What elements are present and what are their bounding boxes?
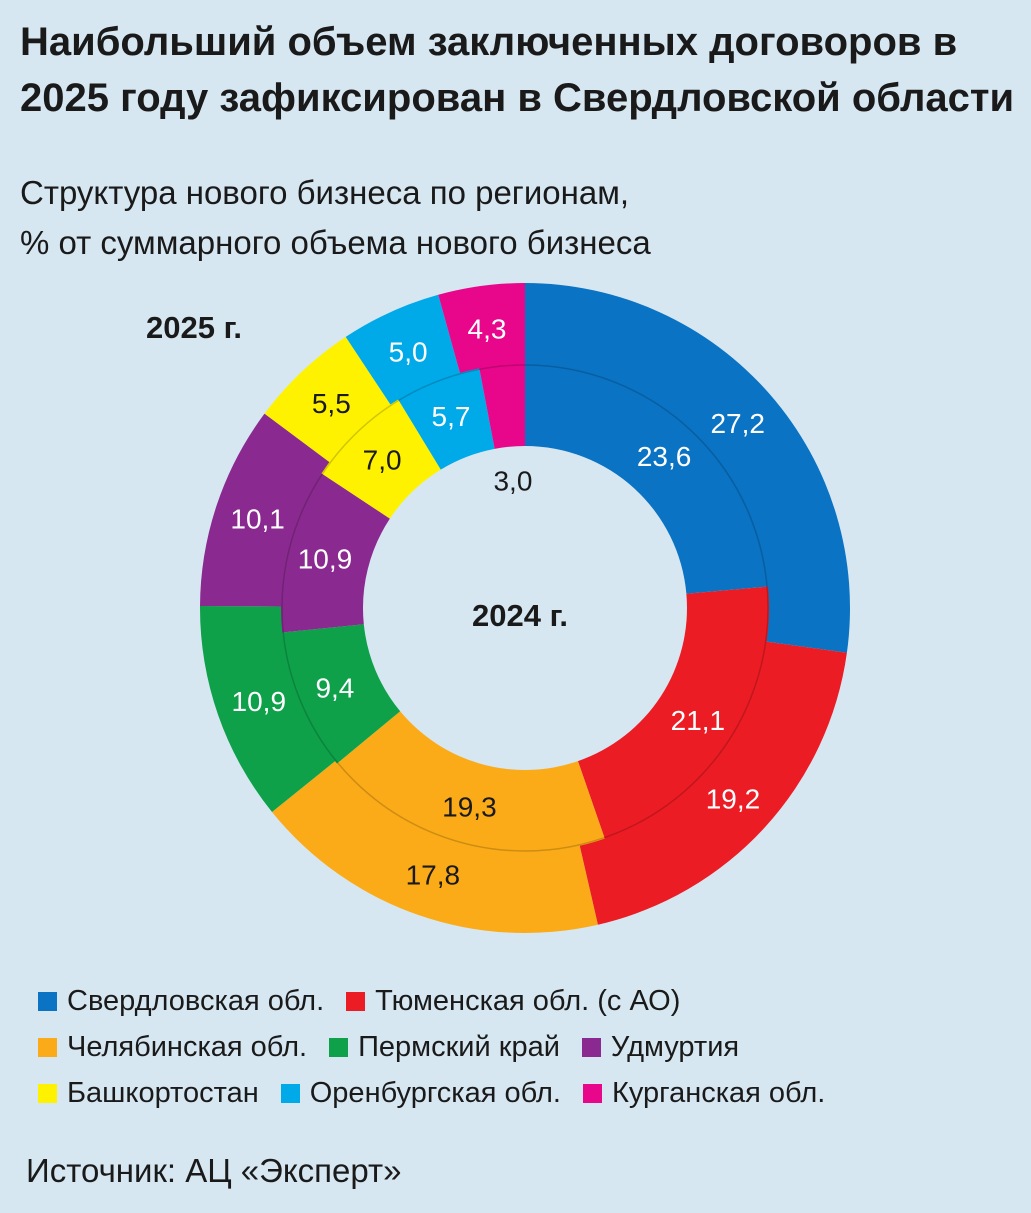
value-label-2024-1: 21,1 <box>671 705 726 736</box>
legend-label-udmurtia: Удмуртия <box>610 1030 740 1063</box>
value-label-2025-1: 19,2 <box>706 783 761 814</box>
legend-row-1: Свердловская обл. Тюменская обл. (с АО) <box>38 978 1018 1024</box>
legend-row-2: Челябинская обл. Пермский край Удмуртия <box>38 1024 1018 1070</box>
slice-2025-3 <box>199 605 337 812</box>
donut-chart: 27,2 19,2 17,8 10,9 10,1 5,5 5,0 4,3 23,6 21,1 19,… <box>199 283 850 933</box>
inner-ring-year-label: 2024 г. <box>472 598 568 633</box>
slice-2025-0 <box>525 283 850 653</box>
value-label-2024-2: 19,3 <box>442 791 497 822</box>
slice-2025-2 <box>271 759 598 933</box>
chart-subtitle: Структура нового бизнеса по регионам, % … <box>20 168 1020 268</box>
legend-item-kurgan: Курганская обл. <box>582 1076 826 1110</box>
value-label-2024-7: 3,0 <box>493 466 532 497</box>
slice-2024-5 <box>321 399 441 519</box>
subtitle-line-2: % от суммарного объема нового бизнеса <box>20 224 651 261</box>
value-label-2025-4: 10,1 <box>230 503 285 534</box>
legend-label-chelyabinsk: Челябинская обл. <box>67 1030 308 1063</box>
slice-2025-6 <box>345 294 461 407</box>
legend-swatch-kurgan <box>582 1083 602 1103</box>
slice-2025-7 <box>438 283 525 375</box>
legend-row-3: Башкортостан Оренбургская обл. Курганска… <box>38 1070 1018 1116</box>
value-labels: 27,2 19,2 17,8 10,9 10,1 5,5 5,0 4,3 23,6 21,1 19,… <box>230 314 765 891</box>
slice-2024-2 <box>336 711 605 852</box>
inner-ring-2024 <box>281 364 769 852</box>
legend-item-orenburg: Оренбургская обл. <box>280 1076 561 1110</box>
legend-item-perm: Пермский край <box>329 1031 560 1064</box>
legend-swatch-orenburg <box>280 1083 300 1103</box>
value-label-2024-4: 10,9 <box>298 544 353 575</box>
value-label-2024-3: 9,4 <box>315 672 354 703</box>
slice-2025-5 <box>264 336 392 464</box>
slice-2024-6 <box>398 368 495 470</box>
value-label-2025-0: 27,2 <box>710 408 765 439</box>
slice-2024-1 <box>577 586 769 839</box>
legend-label-tyumen: Тюменская обл. (с АО) <box>375 984 681 1017</box>
legend-item-udmurtia: Удмуртия <box>581 1030 740 1064</box>
value-label-2024-5: 7,0 <box>363 445 402 476</box>
chart-title: Наибольший объем заключенных договоров в… <box>20 20 1015 120</box>
subtitle-line-1: Структура нового бизнеса по регионам, <box>20 174 630 211</box>
value-label-2025-6: 5,0 <box>389 336 428 367</box>
slice-2025-1 <box>579 641 847 925</box>
legend-swatch-bashkortostan <box>38 1083 57 1103</box>
value-label-2024-0: 23,6 <box>637 441 692 472</box>
value-label-2025-3: 10,9 <box>232 686 287 717</box>
legend-label-orenburg: Оренбургская обл. <box>309 1076 561 1109</box>
value-label-2024-6: 5,7 <box>432 401 471 432</box>
slice-2025-4 <box>200 413 332 607</box>
ring-separator <box>281 364 769 852</box>
legend-swatch-sverdlovsk <box>38 991 57 1011</box>
legend-label-sverdlovsk: Свердловская обл. <box>67 984 325 1017</box>
source-note: Источник: АЦ «Эксперт» <box>26 1152 402 1189</box>
outer-ring-year-label: 2025 г. <box>146 310 242 345</box>
slice-2024-0 <box>525 364 769 594</box>
slice-2024-3 <box>282 624 401 764</box>
outer-ring-2025 <box>199 283 850 933</box>
slice-2024-7 <box>479 364 525 449</box>
value-label-2025-7: 4,3 <box>468 314 507 345</box>
legend-label-kurgan: Курганская обл. <box>611 1076 826 1109</box>
value-label-2025-2: 17,8 <box>406 860 461 891</box>
legend-swatch-udmurtia <box>581 1037 601 1057</box>
legend: Свердловская обл. Тюменская обл. (с АО) … <box>38 978 1018 1116</box>
legend-item-chelyabinsk: Челябинская обл. <box>38 1031 307 1064</box>
value-label-2025-5: 5,5 <box>312 388 351 419</box>
legend-swatch-perm <box>329 1037 349 1057</box>
legend-swatch-tyumen <box>346 991 366 1011</box>
slice-2024-4 <box>281 473 390 633</box>
legend-swatch-chelyabinsk <box>38 1037 57 1057</box>
legend-item-tyumen: Тюменская обл. (с АО) <box>346 985 680 1018</box>
legend-label-perm: Пермский край <box>358 1030 560 1063</box>
legend-item-sverdlovsk: Свердловская обл. <box>38 985 324 1018</box>
legend-item-bashkortostan: Башкортостан <box>38 1077 259 1110</box>
legend-label-bashkortostan: Башкортостан <box>67 1076 259 1109</box>
